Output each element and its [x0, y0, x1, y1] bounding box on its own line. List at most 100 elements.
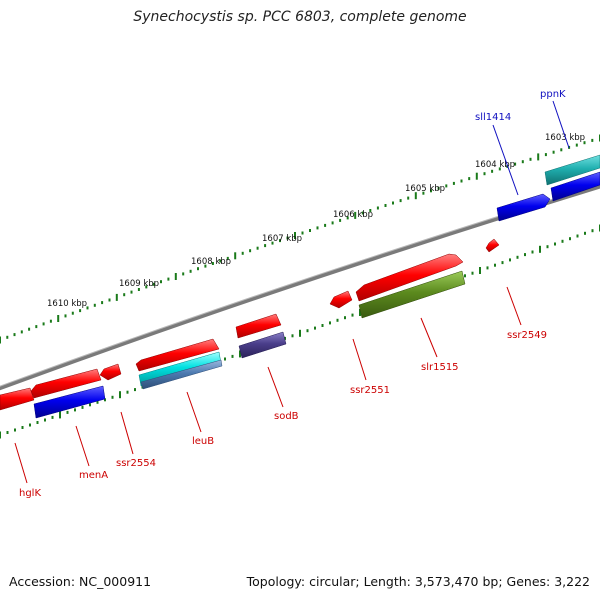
outer-minor-tick — [468, 177, 471, 181]
outer-major-tick — [354, 211, 357, 219]
outer-minor-tick — [575, 143, 578, 147]
outer-minor-tick — [249, 249, 252, 253]
inner-minor-tick — [224, 357, 226, 361]
outer-minor-tick — [219, 259, 222, 263]
outer-minor-tick — [445, 184, 448, 188]
inner-minor-tick — [576, 234, 579, 238]
outer-minor-tick — [123, 293, 126, 297]
inner-minor-tick — [21, 426, 24, 429]
inner-minor-tick — [14, 428, 16, 432]
inner-minor-tick — [336, 318, 339, 322]
inner-minor-tick — [291, 334, 294, 338]
feature-ssr2551[interactable] — [329, 290, 353, 309]
leader-sodB — [267, 366, 284, 408]
genome-summary: Topology: circular; Length: 3,573,470 bp… — [246, 574, 590, 589]
feature-sodB[interactable] — [238, 331, 287, 359]
outer-minor-tick — [64, 314, 67, 318]
outer-minor-tick — [560, 148, 563, 152]
outer-minor-tick — [264, 244, 267, 248]
outer-minor-tick — [86, 306, 89, 310]
gene-label-ssr2549[interactable]: ssr2549 — [507, 330, 547, 341]
outer-minor-tick — [460, 179, 463, 183]
inner-minor-tick — [486, 266, 489, 270]
outer-major-tick — [57, 315, 60, 322]
feature-hglK[interactable] — [0, 387, 35, 411]
feature-ssr2554[interactable] — [99, 363, 122, 381]
gene-label-menA[interactable]: menA — [79, 470, 108, 481]
outer-minor-tick — [241, 251, 244, 255]
outer-minor-tick — [392, 201, 394, 205]
inner-minor-tick — [509, 258, 511, 262]
outer-minor-tick — [552, 150, 555, 154]
outer-major-tick — [115, 293, 118, 301]
outer-minor-tick — [339, 218, 342, 222]
inner-minor-tick — [561, 239, 564, 243]
outer-minor-tick — [498, 167, 501, 171]
gene-label-sodB[interactable]: sodB — [274, 411, 299, 422]
gene-label-hglK[interactable]: hglK — [19, 488, 41, 499]
inner-minor-tick — [126, 390, 129, 394]
leader-ssr2551 — [352, 338, 367, 381]
gene-label-ssr2554[interactable]: ssr2554 — [116, 458, 156, 469]
inner-minor-tick — [231, 354, 234, 358]
outer-minor-tick — [271, 241, 274, 245]
gene-label-ppnK[interactable]: ppnK — [540, 89, 566, 100]
feature-slr1515-red[interactable] — [355, 253, 464, 302]
feature-leuB-red[interactable] — [135, 338, 220, 372]
feature-sodB-red[interactable] — [235, 313, 282, 339]
inner-minor-tick — [344, 316, 346, 320]
outer-minor-tick — [384, 204, 387, 207]
inner-minor-tick — [66, 410, 69, 414]
inner-minor-tick — [329, 321, 331, 325]
feature-slr1515[interactable] — [358, 270, 466, 319]
feature-leuB-steel[interactable] — [140, 359, 223, 390]
outer-minor-tick — [93, 303, 96, 307]
inner-minor-tick — [81, 405, 84, 409]
outer-minor-tick — [101, 301, 104, 305]
tick-label-1603: 1603 kbp — [545, 133, 585, 143]
inner-minor-tick — [591, 229, 594, 233]
outer-minor-tick — [521, 160, 524, 164]
inner-minor-tick — [111, 395, 114, 399]
outer-minor-tick — [514, 162, 517, 166]
tick-label-1610: 1610 kbp — [47, 299, 87, 309]
tick-label-1604: 1604 kbp — [475, 160, 515, 170]
outer-minor-tick — [529, 157, 532, 161]
inner-minor-tick — [501, 261, 504, 265]
outer-minor-tick — [369, 209, 372, 212]
inner-major-tick — [59, 411, 61, 419]
gene-label-slr1515[interactable]: slr1515 — [421, 362, 459, 373]
gene-label-sll1414[interactable]: sll1414 — [475, 112, 511, 123]
feature-ssr2549[interactable] — [485, 238, 500, 253]
inner-minor-tick — [104, 398, 106, 402]
inner-minor-tick — [531, 250, 534, 254]
inner-major-tick — [479, 267, 481, 274]
map-title: Synechocystis sp. PCC 6803, complete gen… — [133, 9, 467, 25]
feature-menA-red[interactable] — [30, 368, 102, 399]
outer-major-tick — [234, 252, 237, 260]
outer-minor-tick — [346, 216, 349, 220]
inner-minor-tick — [36, 421, 39, 424]
inner-minor-tick — [584, 231, 586, 235]
tick-label-1608: 1608 kbp — [191, 257, 231, 267]
outer-minor-tick — [71, 311, 74, 315]
feature-ppnK[interactable] — [544, 154, 600, 186]
outer-minor-tick — [591, 138, 594, 142]
leader-ssr2549 — [506, 286, 522, 326]
inner-minor-tick — [89, 403, 91, 407]
inner-minor-tick — [29, 423, 31, 427]
gene-label-ssr2551[interactable]: ssr2551 — [350, 385, 390, 396]
outer-minor-tick — [35, 325, 38, 329]
feature-sll1414[interactable] — [496, 193, 551, 222]
gene-label-leuB[interactable]: leuB — [192, 436, 214, 447]
inner-minor-tick — [546, 245, 549, 249]
inner-minor-tick — [321, 324, 324, 327]
feature-menA[interactable] — [33, 385, 106, 419]
feature-forward-blue[interactable] — [550, 171, 600, 202]
inner-major-tick — [119, 391, 121, 399]
outer-minor-tick — [544, 153, 547, 157]
leader-menA — [75, 425, 90, 467]
outer-minor-tick — [422, 191, 425, 195]
outer-minor-tick — [197, 267, 199, 271]
